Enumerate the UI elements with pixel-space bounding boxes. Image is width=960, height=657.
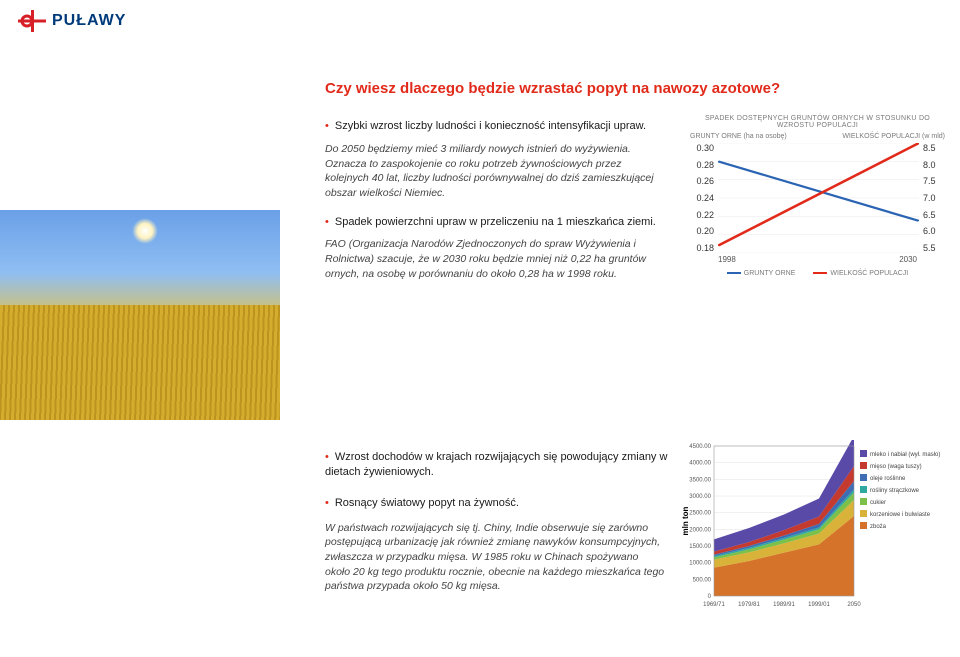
bullet-4: •Rosnący światowy popyt na żywność. bbox=[325, 496, 675, 511]
svg-text:mleko i nabiał (wył. masło): mleko i nabiał (wył. masło) bbox=[870, 452, 940, 458]
chart1-left-ticks: 0.300.280.260.240.220.200.18 bbox=[690, 143, 718, 253]
svg-text:1989/91: 1989/91 bbox=[773, 602, 795, 608]
logo-text: PUŁAWY bbox=[52, 12, 126, 30]
chart-arable-vs-population: SPADEK DOSTĘPNYCH GRUNTÓW ORNYCH W STOSU… bbox=[690, 115, 945, 277]
logo: PUŁAWY bbox=[18, 10, 126, 32]
chart1-left-axis-label: GRUNTY ORNE (ha na osobę) bbox=[690, 133, 787, 140]
logo-icon bbox=[18, 10, 46, 32]
svg-text:2000.00: 2000.00 bbox=[689, 527, 711, 533]
svg-text:1999/01: 1999/01 bbox=[808, 602, 830, 608]
svg-text:3500.00: 3500.00 bbox=[689, 477, 711, 483]
svg-text:zboża: zboża bbox=[870, 524, 887, 530]
bullet-3-text: Wzrost dochodów w krajach rozwijających … bbox=[325, 451, 667, 478]
svg-text:3000.00: 3000.00 bbox=[689, 494, 711, 500]
bullet-3: •Wzrost dochodów w krajach rozwijających… bbox=[325, 450, 675, 480]
svg-text:korzeniowe i bulwiaste: korzeniowe i bulwiaste bbox=[870, 512, 931, 518]
headline: Czy wiesz dlaczego będzie wzrastać popyt… bbox=[325, 80, 935, 97]
bullet-2: •Spadek powierzchni upraw w przeliczeniu… bbox=[325, 215, 675, 230]
wheat-field-image bbox=[0, 210, 280, 420]
svg-text:4500.00: 4500.00 bbox=[689, 444, 711, 450]
chart2-plot: 0 500.00 1000.00 1500.00 2000.00 2500.00 3000.… bbox=[680, 440, 940, 620]
note-2: FAO (Organizacja Narodów Zjednoczonych d… bbox=[325, 237, 665, 281]
chart1-right-axis-label: WIELKOŚĆ POPULACJI (w mld) bbox=[842, 133, 945, 140]
svg-text:4000.00: 4000.00 bbox=[689, 461, 711, 467]
bullet-1-text: Szybki wzrost liczby ludności i konieczn… bbox=[335, 120, 646, 132]
svg-text:1979/81: 1979/81 bbox=[738, 602, 760, 608]
svg-text:500.00: 500.00 bbox=[693, 577, 712, 583]
bullet-4-text: Rosnący światowy popyt na żywność. bbox=[335, 497, 519, 509]
chart1-right-ticks: 8.58.07.57.06.56.05.5 bbox=[919, 143, 945, 253]
svg-text:1969/71: 1969/71 bbox=[703, 602, 725, 608]
chart1-xlabel-start: 1998 bbox=[718, 255, 736, 264]
bullet-1: •Szybki wzrost liczby ludności i koniecz… bbox=[325, 119, 675, 134]
svg-text:mięso (waga tuszy): mięso (waga tuszy) bbox=[870, 464, 922, 470]
svg-text:0: 0 bbox=[708, 594, 712, 600]
chart1-title: SPADEK DOSTĘPNYCH GRUNTÓW ORNYCH W STOSU… bbox=[690, 115, 945, 129]
svg-text:2050: 2050 bbox=[847, 602, 861, 608]
svg-text:mln ton: mln ton bbox=[681, 506, 690, 535]
svg-text:rośliny strączkowe: rośliny strączkowe bbox=[870, 488, 920, 494]
svg-text:2500.00: 2500.00 bbox=[689, 511, 711, 517]
svg-text:1000.00: 1000.00 bbox=[689, 561, 711, 567]
bullet-2-text: Spadek powierzchni upraw w przeliczeniu … bbox=[335, 216, 656, 228]
svg-text:cukier: cukier bbox=[870, 500, 886, 506]
chart-food-demand: 0 500.00 1000.00 1500.00 2000.00 2500.00 3000.… bbox=[680, 440, 940, 620]
chart1-legend: GRUNTY ORNEWIELKOŚĆ POPULACJI bbox=[690, 270, 945, 277]
note-3: W państwach rozwijających się tj. Chiny,… bbox=[325, 521, 665, 594]
chart1-plot bbox=[718, 143, 919, 253]
chart1-xlabel-end: 2030 bbox=[899, 255, 917, 264]
note-1: Do 2050 będziemy mieć 3 miliardy nowych … bbox=[325, 142, 665, 201]
svg-text:oleje roślinne: oleje roślinne bbox=[870, 476, 906, 482]
svg-text:1500.00: 1500.00 bbox=[689, 544, 711, 550]
